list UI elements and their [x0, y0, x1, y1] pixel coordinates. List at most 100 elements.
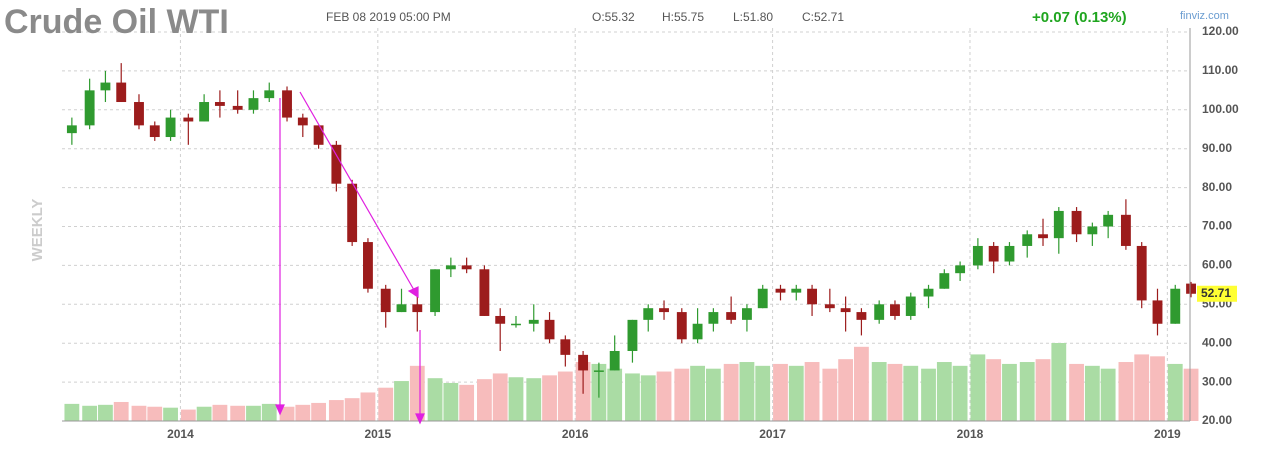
volume-bar — [131, 405, 147, 421]
candle-body — [430, 269, 440, 313]
candle-body — [874, 304, 885, 320]
volume-bar — [854, 346, 869, 421]
volume-bar — [952, 365, 968, 421]
candle-body — [1120, 214, 1131, 246]
candle-body — [988, 245, 999, 262]
volume-bar — [409, 365, 425, 421]
volume-bar — [822, 368, 838, 421]
last-price-label: 52.71 — [1201, 286, 1231, 300]
candle-body — [313, 125, 324, 145]
volume-bar — [1084, 365, 1100, 421]
volume-bar — [64, 403, 80, 421]
candle-body — [1170, 288, 1181, 324]
candle-body — [248, 98, 259, 110]
volume-bar — [328, 400, 344, 421]
annotation-arrows — [275, 91, 425, 425]
volume-bar — [607, 368, 623, 421]
candle-body — [824, 304, 835, 309]
volume-bar — [1069, 363, 1084, 421]
volume-bar — [147, 406, 163, 421]
volume-bar — [674, 368, 690, 421]
candle-body — [972, 245, 983, 266]
y-tick-label: 30.00 — [1202, 374, 1232, 388]
candle-body — [856, 312, 867, 320]
candle-body — [708, 312, 719, 324]
candle-body — [100, 82, 111, 91]
volume-bar — [970, 354, 986, 421]
volume-bar — [113, 401, 129, 421]
volume-bar — [394, 381, 409, 421]
x-tick-label: 2015 — [364, 427, 391, 441]
volume-bar — [542, 375, 557, 421]
volume-bar — [1035, 359, 1051, 421]
candle-body — [578, 354, 589, 371]
date-text: FEB 08 2019 05:00 PM — [326, 10, 451, 24]
volume-bar — [344, 398, 360, 421]
candle-body — [214, 102, 225, 106]
volume-bar — [788, 365, 804, 421]
candle-body — [560, 339, 571, 355]
candle-body — [1136, 245, 1147, 301]
candle-body — [1004, 245, 1015, 262]
candle-body — [757, 288, 768, 309]
x-tick-label: 2018 — [957, 427, 984, 441]
volume-bar — [196, 406, 212, 421]
candle-body — [264, 90, 275, 99]
volume-bar — [1051, 343, 1067, 421]
volume-bar — [773, 363, 788, 421]
candle-body — [609, 350, 620, 371]
volume-bar — [98, 404, 113, 421]
arrow — [299, 91, 415, 291]
candle-body — [905, 296, 916, 316]
y-tick-label: 70.00 — [1202, 219, 1232, 233]
candle-body — [461, 265, 472, 270]
volume-bar — [1150, 356, 1165, 421]
candle-body — [692, 323, 703, 340]
volume-bar — [378, 387, 394, 421]
volume-bar — [557, 371, 573, 421]
volume-bar — [625, 373, 640, 421]
volume-bar — [82, 405, 98, 421]
volume-bar — [986, 359, 1002, 421]
x-tick-label: 2017 — [759, 427, 786, 441]
volume-bar — [739, 362, 755, 421]
candle-body — [134, 102, 144, 126]
candle-body — [412, 304, 423, 313]
volume-bar — [1134, 354, 1150, 421]
candle-body — [331, 144, 342, 184]
candle-body — [66, 125, 77, 134]
volume-bar — [295, 404, 311, 421]
chart-title: Crude Oil WTI — [4, 3, 229, 41]
y-tick-label: 20.00 — [1202, 413, 1232, 427]
x-tick-label: 2019 — [1154, 427, 1181, 441]
candle-body — [511, 323, 521, 326]
volume-bar — [360, 392, 376, 421]
volume-bar — [492, 373, 508, 421]
volume-bar — [936, 362, 952, 421]
candle-body — [775, 288, 786, 293]
y-tick-label: 40.00 — [1202, 335, 1232, 349]
volume-bar — [230, 405, 246, 421]
volume-bar — [261, 403, 277, 421]
change: +0.07 (0.13%) — [1032, 9, 1127, 26]
candle-body — [741, 308, 752, 320]
candle-body — [445, 265, 456, 270]
volume-bar — [526, 378, 542, 421]
volume-bar — [1019, 362, 1035, 421]
x-tick-label: 2016 — [562, 427, 589, 441]
volume-bar — [656, 371, 672, 421]
volume-bar — [838, 359, 854, 421]
candle-body — [643, 308, 654, 320]
volume-bar — [640, 375, 656, 421]
candle-body — [84, 90, 95, 126]
candle-body — [807, 288, 818, 305]
candle-body — [890, 304, 900, 316]
candle-body — [479, 269, 490, 316]
x-tick-label: 2014 — [167, 427, 194, 441]
candle-body — [659, 308, 669, 313]
volume-bar — [311, 402, 327, 421]
y-tick-label: 90.00 — [1202, 141, 1232, 155]
volume-bar — [887, 363, 903, 421]
y-tick-label: 110.00 — [1202, 63, 1238, 77]
